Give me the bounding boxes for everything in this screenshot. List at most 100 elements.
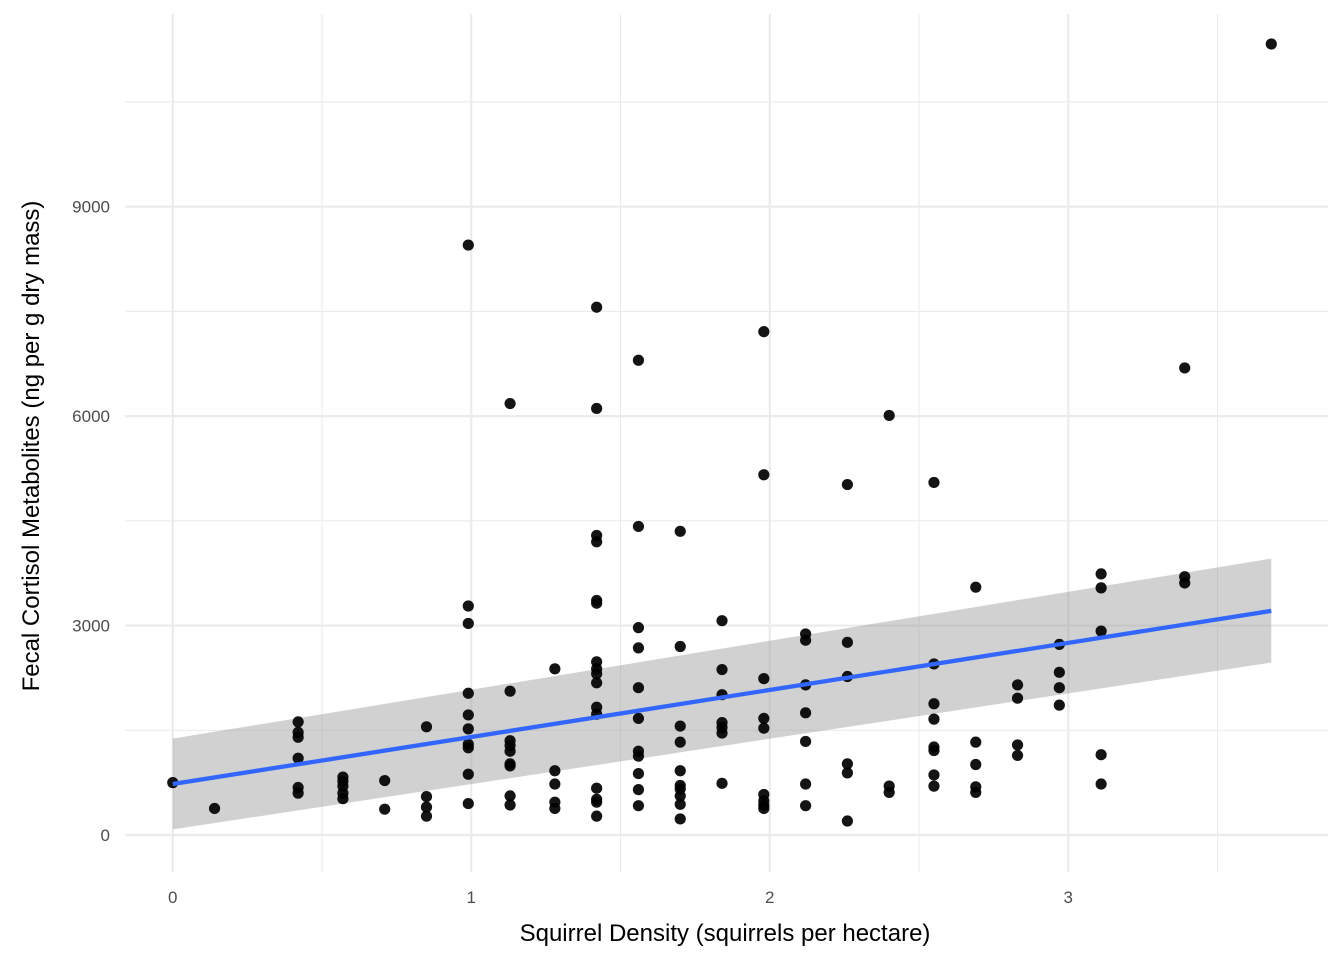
data-point (758, 722, 770, 734)
data-point (1095, 778, 1107, 790)
x-tick-label: 0 (168, 888, 177, 907)
data-point (1179, 577, 1191, 589)
data-point (841, 478, 853, 491)
data-point (883, 409, 895, 422)
data-point (632, 800, 645, 812)
x-axis-title: Squirrel Density (squirrels per hectare) (520, 920, 931, 947)
x-tick-label: 2 (765, 888, 774, 907)
data-point (632, 520, 645, 533)
x-tick-label: 3 (1064, 888, 1073, 907)
data-point (549, 663, 561, 675)
data-point (591, 810, 603, 822)
data-point (504, 760, 516, 772)
data-point (208, 802, 221, 815)
data-point (292, 716, 304, 728)
data-point (758, 469, 770, 481)
data-point (591, 668, 603, 680)
data-point (420, 801, 433, 813)
data-point (632, 622, 645, 634)
data-point (292, 752, 304, 764)
y-axis-ticks: 0 3000 6000 9000 (72, 198, 110, 845)
data-point (462, 768, 474, 780)
data-point (420, 791, 433, 803)
data-point (504, 745, 516, 757)
data-point (462, 742, 474, 754)
data-point (674, 765, 686, 777)
data-points (167, 38, 1277, 827)
data-point (1011, 679, 1024, 691)
data-point (549, 802, 561, 815)
data-point (549, 765, 561, 777)
data-point (716, 615, 728, 627)
data-point (970, 581, 982, 593)
data-point (591, 301, 603, 313)
data-point (504, 685, 516, 697)
data-point (462, 797, 474, 810)
data-point (928, 780, 940, 792)
data-point (928, 698, 940, 710)
data-point (1095, 749, 1107, 761)
data-point (674, 525, 686, 537)
x-axis-ticks: 0 1 2 3 (168, 888, 1073, 907)
data-point (970, 736, 982, 748)
data-point (591, 796, 603, 808)
data-point (674, 790, 686, 802)
data-point (674, 798, 686, 810)
data-point (928, 476, 940, 489)
data-point (1095, 625, 1107, 637)
data-point (420, 810, 433, 822)
data-point (1011, 749, 1024, 762)
data-point (1053, 682, 1065, 694)
data-point (716, 727, 728, 739)
data-point (504, 790, 516, 802)
data-point (1011, 692, 1024, 704)
x-tick-label: 1 (467, 888, 476, 907)
data-point (420, 721, 433, 733)
data-point (462, 687, 474, 699)
y-tick-label: 3000 (72, 617, 110, 636)
data-point (1053, 666, 1065, 678)
data-point (462, 600, 474, 612)
data-point (292, 787, 304, 799)
data-point (1179, 362, 1191, 374)
data-point (1011, 739, 1024, 751)
data-point (462, 617, 474, 630)
data-point (462, 239, 474, 251)
data-point (928, 769, 940, 781)
data-point (504, 799, 516, 811)
data-point (841, 815, 853, 827)
data-point (928, 713, 940, 725)
data-point (379, 803, 391, 815)
regression-fit-line (172, 608, 1272, 787)
data-point (800, 634, 812, 646)
data-point (632, 767, 645, 780)
data-point (800, 707, 812, 719)
data-point (800, 735, 812, 748)
data-point (632, 784, 645, 796)
data-point (674, 813, 686, 825)
data-point (841, 767, 853, 779)
data-point (1265, 38, 1277, 50)
data-point (716, 777, 728, 789)
data-point (632, 682, 645, 694)
y-tick-label: 6000 (72, 407, 110, 426)
y-tick-label: 9000 (72, 198, 110, 217)
data-point (758, 802, 770, 815)
data-point (591, 597, 603, 609)
data-point (549, 778, 561, 790)
data-point (674, 640, 686, 653)
data-point (970, 786, 982, 799)
data-point (1095, 568, 1107, 580)
data-point (841, 636, 853, 648)
data-point (674, 736, 686, 748)
data-point (632, 354, 645, 366)
regression-line (172, 608, 1272, 787)
data-point (591, 536, 603, 548)
data-point (462, 723, 474, 735)
data-point (632, 642, 645, 654)
data-point (970, 758, 982, 771)
y-axis-title: Fecal Cortisol Metabolites (ng per g dry… (18, 201, 45, 692)
data-point (632, 712, 645, 725)
data-point (591, 677, 603, 689)
